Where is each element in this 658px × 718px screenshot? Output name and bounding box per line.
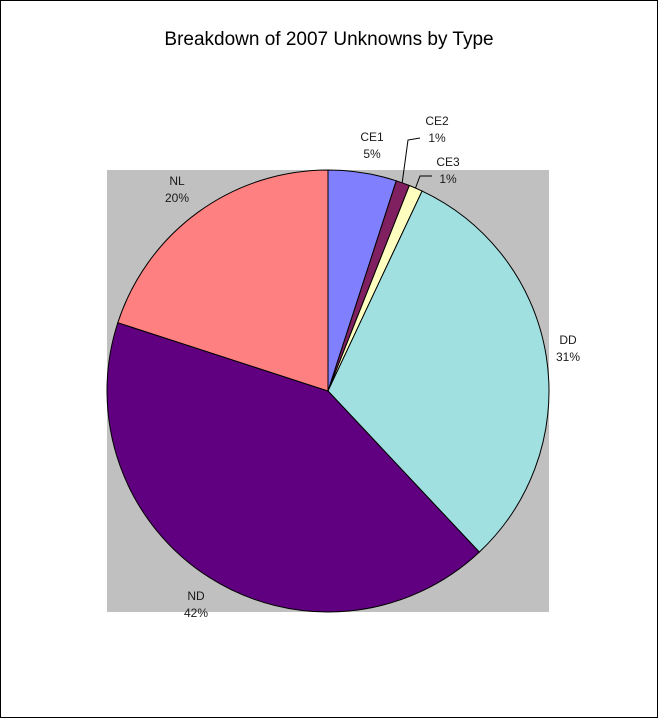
slice-value-label: 31% xyxy=(556,350,580,364)
slice-value-label: 1% xyxy=(439,172,457,186)
slice-value-label: 5% xyxy=(363,147,381,161)
slice-label: NL xyxy=(169,174,185,188)
pie-slice xyxy=(327,190,550,553)
slice-label: CE1 xyxy=(360,130,384,144)
pie-slice xyxy=(117,169,329,392)
leader-line xyxy=(401,137,421,185)
slice-label: CE3 xyxy=(436,155,460,169)
slice-label: DD xyxy=(559,333,577,347)
chart-title: Breakdown of 2007 Unknowns by Type xyxy=(164,29,493,50)
slice-value-label: 42% xyxy=(184,606,208,620)
slice-label: CE2 xyxy=(425,114,449,128)
slice-label: ND xyxy=(187,589,205,603)
slice-value-label: 20% xyxy=(165,191,189,205)
leader-line xyxy=(413,175,432,193)
pie-slice xyxy=(106,322,480,613)
slice-value-label: 1% xyxy=(428,131,446,145)
